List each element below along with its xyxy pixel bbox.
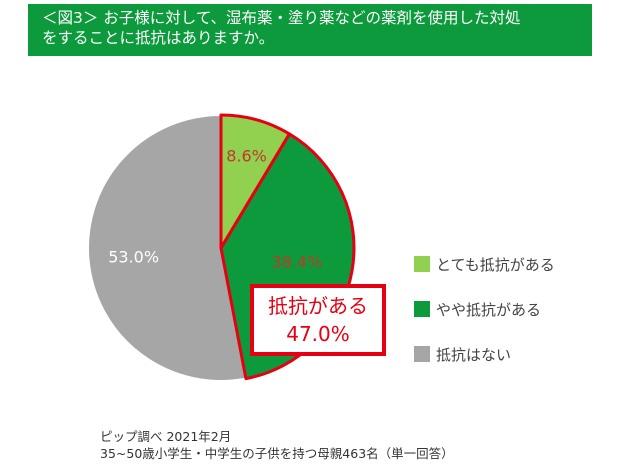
legend-item-very: とても抵抗がある: [414, 253, 555, 275]
callout-label: 抵抗がある: [268, 294, 368, 318]
data-label-somewhat: 38.4%: [272, 253, 323, 272]
chart-title-banner: ＜図3＞ お子様に対して、湿布薬・塗り薬などの薬剤を使用した対処 をすることに抵…: [28, 4, 592, 56]
highlight-callout: 抵抗がある 47.0%: [250, 284, 386, 356]
highlight-outline-somewhat: [219, 132, 356, 381]
source-line-2: 35~50歳小学生・中学生の子供を持つ母親463名（単一回答）: [100, 446, 454, 461]
source-line-1: ピップ調べ 2021年2月: [100, 429, 232, 444]
pie-slice-none: [87, 113, 248, 382]
data-label-none: 53.0%: [108, 247, 159, 266]
legend-item-somewhat: やや抵抗がある: [414, 298, 555, 320]
chart-title-line-2: をすることに抵抗はありますか。: [42, 29, 275, 47]
legend-label-none: 抵抗はない: [436, 345, 512, 364]
chart-title-line-1: ＜図3＞ お子様に対して、湿布薬・塗り薬などの薬剤を使用した対処: [42, 9, 521, 27]
data-label-very: 8.6%: [226, 147, 267, 166]
callout-value: 47.0%: [286, 322, 350, 346]
legend-item-none: 抵抗はない: [414, 343, 555, 365]
legend-label-very: とても抵抗がある: [436, 255, 555, 274]
source-note: ピップ調べ 2021年2月 35~50歳小学生・中学生の子供を持つ母親463名（…: [100, 428, 454, 462]
legend-swatch-very: [414, 256, 430, 272]
legend-label-somewhat: やや抵抗がある: [436, 300, 542, 319]
legend: とても抵抗がある やや抵抗がある 抵抗はない: [414, 253, 555, 388]
legend-swatch-somewhat: [414, 301, 430, 317]
legend-swatch-none: [414, 346, 430, 362]
